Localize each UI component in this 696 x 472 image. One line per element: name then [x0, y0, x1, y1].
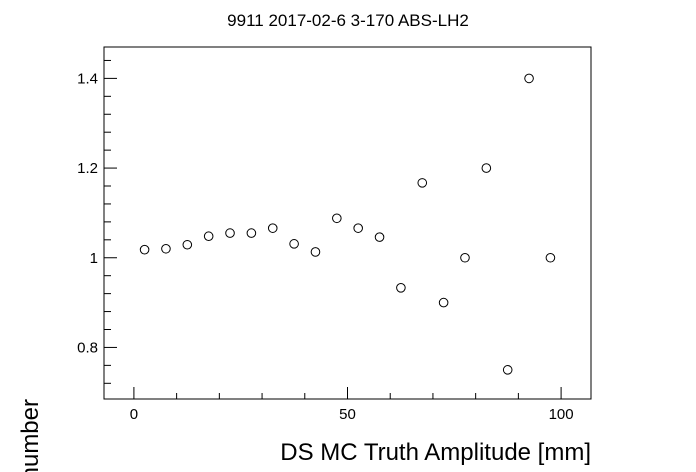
- y-tick-label: 1.4: [77, 70, 98, 87]
- data-point: [267, 223, 278, 233]
- data-point: [374, 232, 385, 242]
- y-tick-label: 0.8: [77, 339, 98, 356]
- x-axis: 0 50 100: [130, 387, 574, 423]
- y-axis: 0.8 1 1.2 1.4: [77, 59, 117, 384]
- x-tick-label: 0: [130, 406, 138, 423]
- y-tick-label: 1: [90, 250, 98, 267]
- x-tick-label: 100: [549, 406, 574, 423]
- y-tick-label: 1.2: [77, 160, 98, 177]
- data-point: [502, 365, 513, 375]
- data-point: [353, 223, 363, 233]
- data-point: [396, 282, 406, 293]
- data-point: [182, 239, 193, 250]
- data-points: [139, 73, 556, 375]
- data-point: [545, 252, 556, 263]
- y-axis-title: (all) number/MC truth (recon) number: [17, 399, 44, 472]
- data-point: [161, 243, 171, 254]
- data-point: [289, 239, 299, 249]
- plot-frame: [103, 46, 592, 400]
- chart-title: 9911 2017-02-6 3-170 ABS-LH2: [227, 11, 469, 30]
- data-point: [139, 244, 150, 255]
- data-point: [524, 73, 534, 84]
- data-point: [332, 213, 342, 224]
- data-point: [417, 178, 428, 188]
- x-axis-title: DS MC Truth Amplitude [mm]: [280, 439, 591, 466]
- data-point: [438, 297, 449, 308]
- data-point: [225, 228, 235, 238]
- data-point: [203, 231, 214, 242]
- data-point: [481, 163, 492, 173]
- x-tick-label: 50: [339, 406, 356, 423]
- data-point: [460, 252, 470, 263]
- data-point: [246, 228, 257, 238]
- data-point: [310, 247, 321, 257]
